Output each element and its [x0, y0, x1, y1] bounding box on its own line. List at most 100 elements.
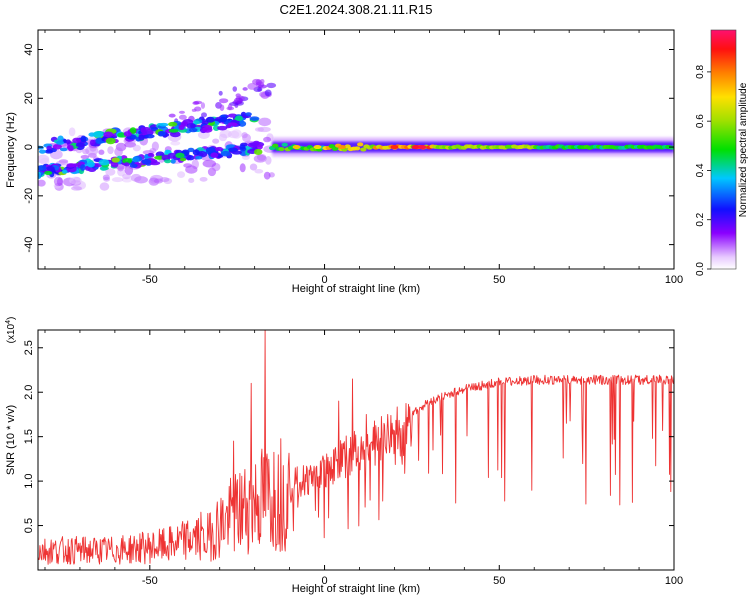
- spectral-blob: [210, 152, 219, 158]
- spectral-blob: [46, 145, 52, 151]
- spectral-blob: [278, 147, 285, 152]
- spectral-blob: [292, 145, 301, 150]
- spectral-blob: [219, 129, 232, 139]
- spectral-blob: [179, 157, 187, 162]
- spectral-blob: [141, 158, 152, 165]
- spectral-blob: [231, 150, 242, 155]
- spectral-blob: [185, 165, 198, 174]
- spectrogram-y-axis-label: Frequency (Hz): [5, 112, 17, 188]
- spectral-blob: [46, 166, 55, 171]
- spectral-blob: [418, 145, 427, 150]
- spectral-blob: [124, 165, 134, 176]
- snr-x-ticks: -50 0 50 100: [44, 330, 683, 587]
- spectral-blob: [219, 104, 225, 111]
- spectral-blob: [353, 146, 361, 151]
- spectrogram-heatmap: [38, 78, 674, 191]
- spectral-blob: [69, 176, 82, 185]
- spectral-blob: [72, 137, 81, 144]
- spectral-blob: [148, 177, 160, 186]
- spectral-blob: [313, 145, 322, 150]
- spectral-blob: [232, 86, 238, 92]
- spectral-blob: [253, 148, 263, 156]
- spectral-blob: [205, 116, 215, 123]
- spectral-blob: [68, 127, 76, 137]
- spectral-blob: [186, 155, 195, 161]
- spectral-blob: [140, 127, 147, 134]
- spectral-blob: [212, 125, 220, 131]
- spectral-blob: [129, 127, 137, 134]
- spectral-blob: [202, 159, 217, 168]
- spectral-blob: [111, 157, 120, 163]
- spectral-blob: [242, 87, 248, 91]
- spectral-blob: [247, 142, 258, 148]
- colorbar-tick-label: 0.6: [695, 114, 706, 128]
- spectral-blob: [266, 82, 277, 89]
- colorbar-tick-label: 0.2: [695, 212, 706, 226]
- spectral-blob: [38, 179, 46, 187]
- spectral-blob: [272, 143, 279, 148]
- spectral-blob: [218, 90, 223, 96]
- snr-x-tick-label: 50: [493, 575, 505, 587]
- spectral-blob: [175, 152, 185, 159]
- spectral-blob: [205, 147, 216, 153]
- spectrogram-y-ticks: -40 -20 0 20 40: [23, 43, 674, 253]
- chart-title: C2E1.2024.308.21.11.R15: [280, 2, 433, 17]
- spectral-blob: [105, 168, 116, 176]
- snr-y-tick-label: 1.5: [23, 429, 35, 444]
- spectral-blob: [253, 154, 267, 163]
- spectrogram-y-tick-label: 0: [23, 144, 35, 150]
- spectral-blob: [178, 124, 185, 130]
- spectral-blob: [107, 146, 114, 155]
- spectrogram-x-tick-label: -50: [142, 274, 158, 286]
- spectrogram-x-axis-label: Height of straight line (km): [292, 283, 420, 295]
- spectral-blob: [123, 162, 130, 167]
- spectral-blob: [80, 154, 90, 160]
- spectral-blob: [167, 152, 177, 159]
- spectrogram-x-tick-label: 100: [665, 274, 683, 286]
- colorbar-tick-label: 0.4: [695, 163, 706, 177]
- spectral-blob: [338, 145, 347, 150]
- spectral-blob: [111, 177, 124, 183]
- spectral-blob: [218, 98, 229, 104]
- spectrogram-x-ticks: -50 0 50 100: [44, 30, 683, 286]
- spectral-blob: [249, 116, 260, 121]
- spectral-blob: [98, 149, 105, 155]
- spectral-blob: [87, 167, 97, 173]
- colorbar-frame: [710, 29, 737, 270]
- spectral-blob: [123, 131, 132, 137]
- spectral-blob: [201, 112, 208, 118]
- spectral-blob: [191, 108, 197, 112]
- spectral-blob: [92, 131, 104, 138]
- spectral-blob: [193, 120, 200, 125]
- spectral-blob: [202, 126, 213, 133]
- spectral-blob: [199, 176, 208, 182]
- spectral-blob: [157, 131, 165, 137]
- spectral-blob: [242, 133, 251, 143]
- spectral-blob: [265, 156, 272, 165]
- spectral-blob: [177, 171, 186, 179]
- spectral-blob: [67, 144, 74, 152]
- snr-x-tick-label: 100: [665, 575, 683, 587]
- spectrogram-y-tick-label: -20: [23, 188, 35, 204]
- spectral-blob: [80, 164, 86, 171]
- spectral-blob: [149, 161, 161, 166]
- snr-x-tick-label: -50: [142, 575, 158, 587]
- spectral-blob: [114, 147, 123, 157]
- spectrogram-frame: [37, 29, 675, 270]
- snr-y-scale-label: (x104): [5, 317, 17, 344]
- spectral-blob: [138, 134, 145, 141]
- spectral-blob: [281, 142, 288, 147]
- spectral-blob: [82, 148, 90, 155]
- spectral-blob: [151, 141, 159, 151]
- spectral-blob: [260, 79, 265, 84]
- snr-y-tick-label: 2.5: [23, 340, 35, 355]
- spectral-blob: [219, 116, 227, 123]
- spectral-blob: [159, 177, 170, 183]
- snr-frame: [37, 329, 675, 571]
- spectrogram-x-tick-label: 50: [493, 274, 505, 286]
- spectral-blob: [38, 165, 47, 172]
- spectral-blob: [264, 89, 272, 97]
- spectral-blob: [258, 84, 268, 89]
- spectral-blob: [263, 136, 272, 143]
